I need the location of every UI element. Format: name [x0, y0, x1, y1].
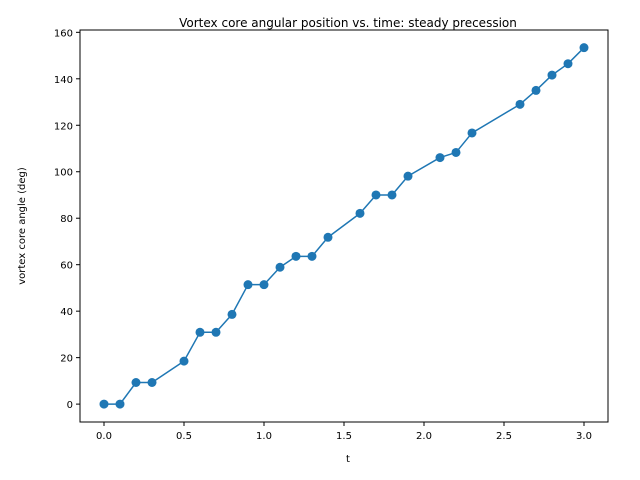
- y-tick-label: 100: [54, 168, 73, 179]
- x-axis-label: t: [346, 454, 350, 465]
- chart-title: Vortex core angular position vs. time: s…: [179, 16, 517, 30]
- data-point: [355, 208, 365, 218]
- y-tick-label: 140: [54, 75, 73, 86]
- data-point: [195, 327, 205, 337]
- data-point: [387, 190, 397, 200]
- data-point: [435, 153, 445, 163]
- data-point: [99, 399, 109, 409]
- y-axis-label: vortex core angle (deg): [17, 167, 28, 285]
- data-point: [451, 147, 461, 157]
- x-axis: 0.0 0.5 1.0 1.5 2.0 2.5 3.0: [96, 422, 592, 442]
- data-point: [131, 377, 141, 387]
- data-point: [307, 251, 317, 261]
- y-tick-label: 40: [60, 307, 73, 318]
- data-point: [563, 59, 573, 69]
- y-tick-label: 20: [60, 354, 73, 365]
- x-tick-label: 0.0: [96, 431, 112, 442]
- data-point: [147, 377, 157, 387]
- data-point: [243, 280, 253, 290]
- data-point: [115, 399, 125, 409]
- x-tick-label: 0.5: [176, 431, 192, 442]
- data-point: [259, 280, 269, 290]
- data-point: [323, 232, 333, 242]
- data-point: [179, 356, 189, 366]
- data-point: [275, 262, 285, 272]
- data-point: [403, 171, 413, 181]
- plot-area: [99, 43, 589, 409]
- series-line: [104, 47, 585, 405]
- y-tick-label: 0: [67, 400, 73, 411]
- data-point: [291, 251, 301, 261]
- data-point: [531, 85, 541, 95]
- data-point: [467, 128, 477, 138]
- x-tick-label: 2.0: [416, 431, 432, 442]
- x-tick-label: 1.0: [256, 431, 272, 442]
- x-tick-label: 1.5: [336, 431, 352, 442]
- data-point: [371, 190, 381, 200]
- y-tick-label: 60: [60, 261, 73, 272]
- data-point: [515, 99, 525, 109]
- y-tick-label: 80: [60, 214, 73, 225]
- data-point: [579, 43, 589, 53]
- data-point: [211, 327, 221, 337]
- x-tick-label: 2.5: [496, 431, 512, 442]
- data-point: [547, 70, 557, 80]
- y-tick-label: 160: [54, 28, 73, 39]
- axes-frame: [79, 29, 609, 423]
- x-tick-label: 3.0: [576, 431, 592, 442]
- y-axis: 0 20 40 60 80 100 120 140 160: [54, 28, 80, 411]
- y-tick-label: 120: [54, 121, 73, 132]
- data-point: [227, 309, 237, 319]
